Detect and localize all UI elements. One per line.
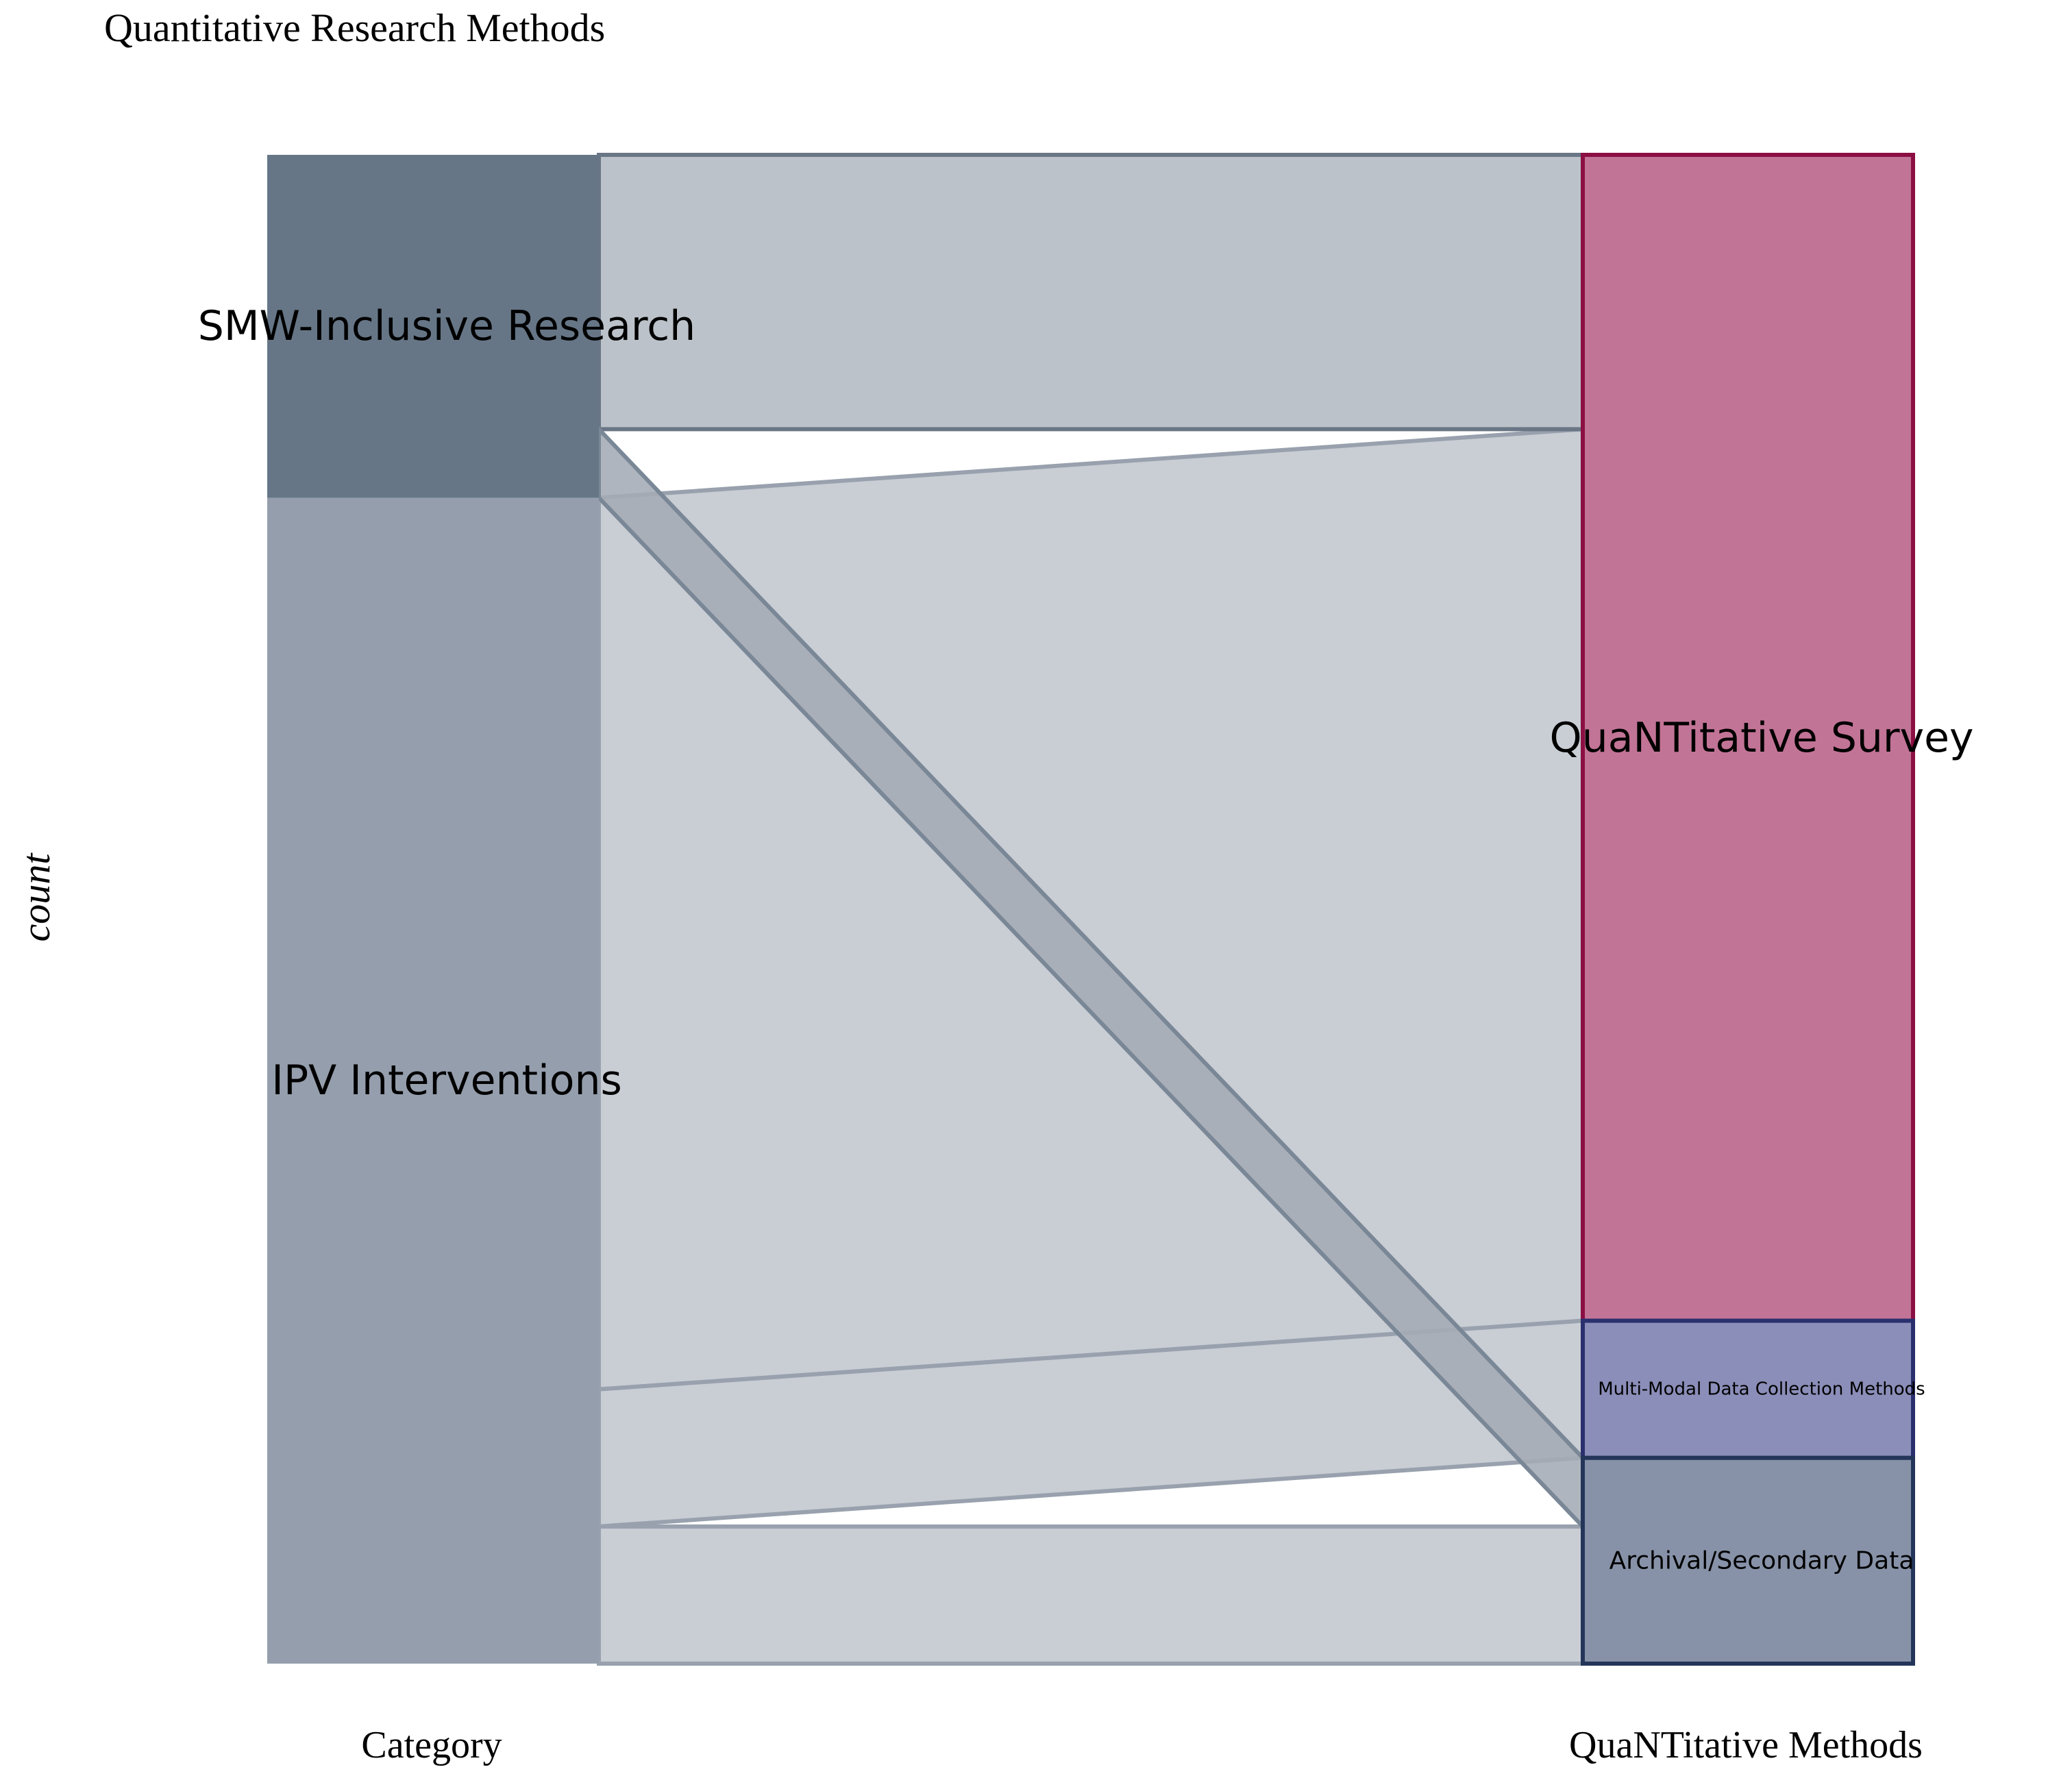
x-axis-label-category: Category — [361, 1724, 502, 1766]
nodes-layer — [267, 153, 1915, 1666]
node-multi-modal-data-collection-methods — [1581, 1318, 1915, 1460]
y-axis-label: count — [14, 852, 58, 942]
node-label-multi-modal-data-collection-methods: Multi-Modal Data Collection Methods — [1598, 1379, 1925, 1400]
x-axis-label-quantitative-methods: QuaNTitative Methods — [1569, 1724, 1923, 1766]
node-archival-secondary-data — [1581, 1455, 1915, 1666]
node-label-smw-inclusive-research: SMW-Inclusive Research — [198, 302, 695, 350]
node-ipv-interventions — [267, 497, 599, 1664]
node-label-ipv-interventions: IPV Interventions — [271, 1057, 621, 1105]
node-labels-layer: SMW-Inclusive Research IPV Interventions Q… — [198, 302, 1974, 1575]
chart-title: Quantitative Research Methods — [104, 5, 605, 50]
node-smw-inclusive-research — [267, 155, 599, 498]
node-label-archival-secondary-data: Archival/Secondary Data — [1610, 1546, 1914, 1575]
flow-ipv-interventions-to-archival-secondary-data — [597, 1524, 1585, 1666]
flow-smw-inclusive-research-to-quantitative-survey — [597, 153, 1585, 432]
node-label-quantitative-survey: QuaNTitative Survey — [1549, 714, 1973, 762]
flow-ipv-interventions-to-quantitative-survey — [597, 427, 1585, 1392]
node-quantitative-survey — [1581, 153, 1915, 1323]
flows-layer — [597, 153, 1585, 1666]
